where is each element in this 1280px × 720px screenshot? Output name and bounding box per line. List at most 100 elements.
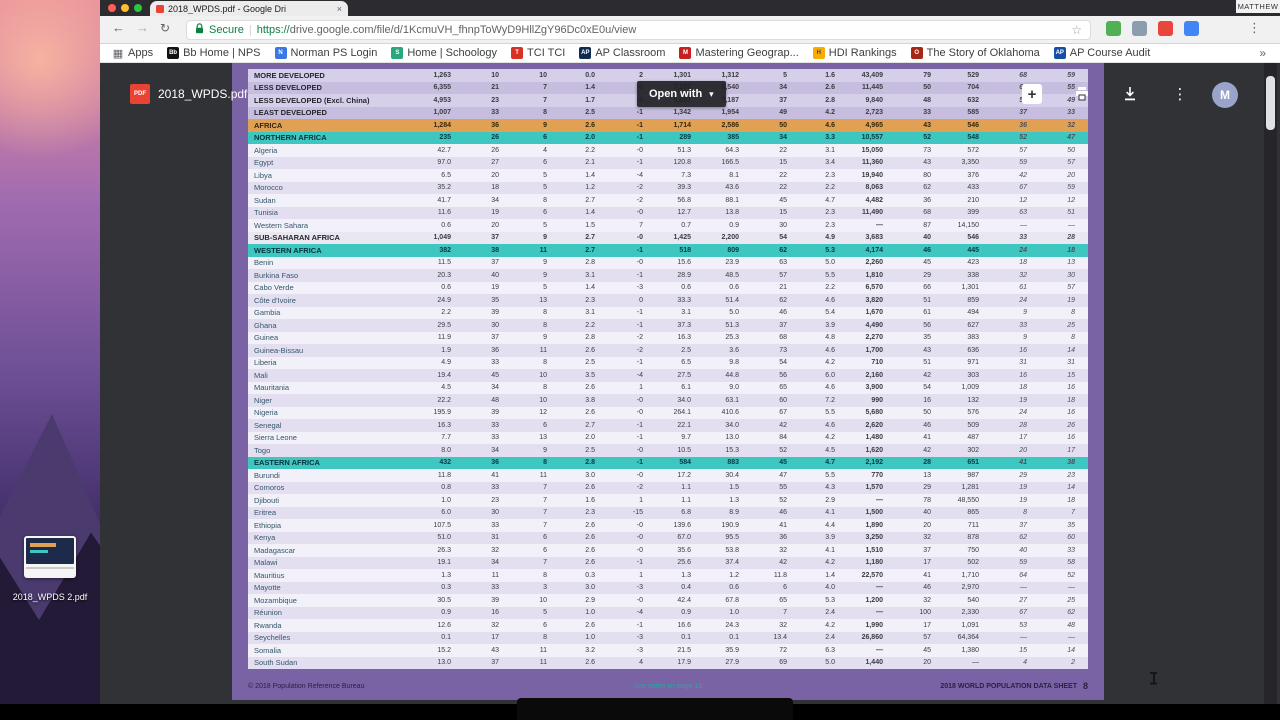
desktop-file-icon[interactable] [24,536,76,578]
table-cell: -4 [636,371,643,379]
forward-button[interactable]: → [136,20,149,35]
table-cell: 18 [491,184,499,192]
viewer-more-options[interactable]: ⋮ [1172,86,1188,103]
table-cell: -0 [636,546,643,554]
blackboard-icon: Bb [167,47,180,59]
table-cell: 20.3 [437,271,451,279]
browser-menu-icon[interactable]: ⋮ [1248,20,1261,35]
table-cell: 2.0 [585,134,595,142]
table-row: Algeria 42.7 26 4 2.2 -0 51.3 64.3 22 3.1 15,050 73… [248,144,1088,157]
table-row: Niger 22.2 48 10 3.8 -0 34.0 63.1 60 7.2 990 16 132 1… [248,394,1088,407]
tab-close-icon[interactable]: × [336,3,342,14]
table-cell: 5.3 [825,246,835,254]
table-cell: 43 [923,346,931,354]
table-cell: 13.8 [725,209,739,217]
pdf-page: MORE DEVELOPED 1,263 10 10 0.0 2 1,301 1,312 5 1.… [232,63,1104,700]
table-cell: 2.0 [585,434,595,442]
table-cell: -2 [636,346,643,354]
table-cell: 12 [1019,196,1027,204]
table-cell: 30 [779,221,787,229]
bookmark-item[interactable]: H HDI Rankings [807,46,903,60]
table-cell: 19.4 [437,371,451,379]
table-cell: 63.1 [725,396,739,404]
secure-lock-icon [195,21,204,39]
table-cell: 21 [491,84,499,92]
browser-tab[interactable]: 2018_WPDS.pdf - Google Dri × [150,1,348,16]
table-cell: 79 [923,71,931,79]
table-cell: 37 [1019,109,1027,117]
bookmark-item[interactable]: N Norman PS Login [269,46,384,60]
table-cell: 4.6 [825,421,835,429]
extension-icon-gray[interactable] [1132,21,1147,36]
open-with-button[interactable]: Open with ▾ [637,81,726,107]
row-label: Mozambique [254,595,297,605]
table-cell: 7,187 [721,96,739,104]
add-to-drive-button[interactable]: + [1022,84,1042,104]
table-cell: 540 [967,596,979,604]
table-cell: 64.3 [725,146,739,154]
table-cell: 13 [539,296,547,304]
table-cell: 46 [923,421,931,429]
copyright-text: © 2018 Population Reference Bureau [248,682,365,690]
bookmark-item[interactable]: O The Story of Oklahoma [905,46,1046,60]
table-cell: 23.9 [725,259,739,267]
scrollbar-thumb[interactable] [1266,76,1275,130]
back-button[interactable]: ← [112,20,125,35]
zoom-window-button[interactable] [134,4,142,12]
table-cell: 19.1 [437,559,451,567]
bookmark-item[interactable]: Bb Bb Home | NPS [161,46,266,60]
scrollbar-track[interactable] [1264,63,1277,720]
table-cell: 546 [967,234,979,242]
table-cell: 67.8 [725,596,739,604]
table-cell: 1,510 [865,546,883,554]
extension-icon-green[interactable] [1106,21,1121,36]
table-cell: 548 [967,134,979,142]
table-cell: 42.4 [677,596,691,604]
bookmark-item[interactable]: S Home | Schoology [385,46,503,60]
table-cell: 50 [923,84,931,92]
table-cell: 3,350 [961,159,979,167]
table-row: Ghana 29.5 30 8 2.2 -1 37.3 51.3 37 3.9 4,490 56 627… [248,319,1088,332]
table-cell: -1 [636,321,643,329]
table-cell: 51.3 [725,321,739,329]
bookmarks-overflow-chevron[interactable]: » [1259,46,1266,60]
extension-icon-red[interactable] [1158,21,1173,36]
minimize-window-button[interactable] [121,4,129,12]
table-cell: 1,301 [673,71,691,79]
bookmark-star-icon[interactable]: ☆ [1071,23,1082,37]
close-window-button[interactable] [108,4,116,12]
bookmark-item[interactable]: AP AP Classroom [573,46,671,60]
table-cell: 4.2 [825,621,835,629]
account-avatar[interactable]: M [1212,82,1238,108]
bookmark-item[interactable]: M Mastering Geograp... [673,46,804,60]
table-cell: 7 [1071,509,1075,517]
table-cell: 4.4 [825,521,835,529]
url-bar[interactable]: Secure | https://drive.google.com/file/d… [186,20,1091,40]
table-cell: 195.9 [433,409,451,417]
table-cell: 1,620 [865,446,883,454]
table-cell: 636 [967,346,979,354]
print-button[interactable] [1072,84,1092,104]
reload-button[interactable]: ↻ [160,21,171,35]
table-cell: 120.8 [673,159,691,167]
table-cell: 35.9 [725,646,739,654]
row-label: Tunisia [254,208,278,218]
table-cell: 6.5 [441,171,451,179]
table-cell: 41 [491,471,499,479]
bookmark-item[interactable]: ▦ Apps [106,46,159,60]
bookmark-item[interactable]: AP AP Course Audit [1048,46,1157,60]
extension-icon-blue[interactable] [1184,21,1199,36]
table-cell: 24 [1019,409,1027,417]
table-cell: 36 [491,121,499,129]
download-button[interactable] [1120,84,1140,104]
table-cell: 52 [1019,134,1027,142]
data-table: MORE DEVELOPED 1,263 10 10 0.0 2 1,301 1,312 5 1.… [248,69,1088,669]
table-cell: 6 [543,134,547,142]
table-cell: 37 [779,96,787,104]
table-cell: 987 [967,471,979,479]
table-cell: 17 [1019,434,1027,442]
bookmark-item[interactable]: T TCI TCI [505,46,571,60]
table-cell: 2.7 [585,246,595,254]
table-cell: 100 [919,609,931,617]
table-cell: 385 [727,134,739,142]
